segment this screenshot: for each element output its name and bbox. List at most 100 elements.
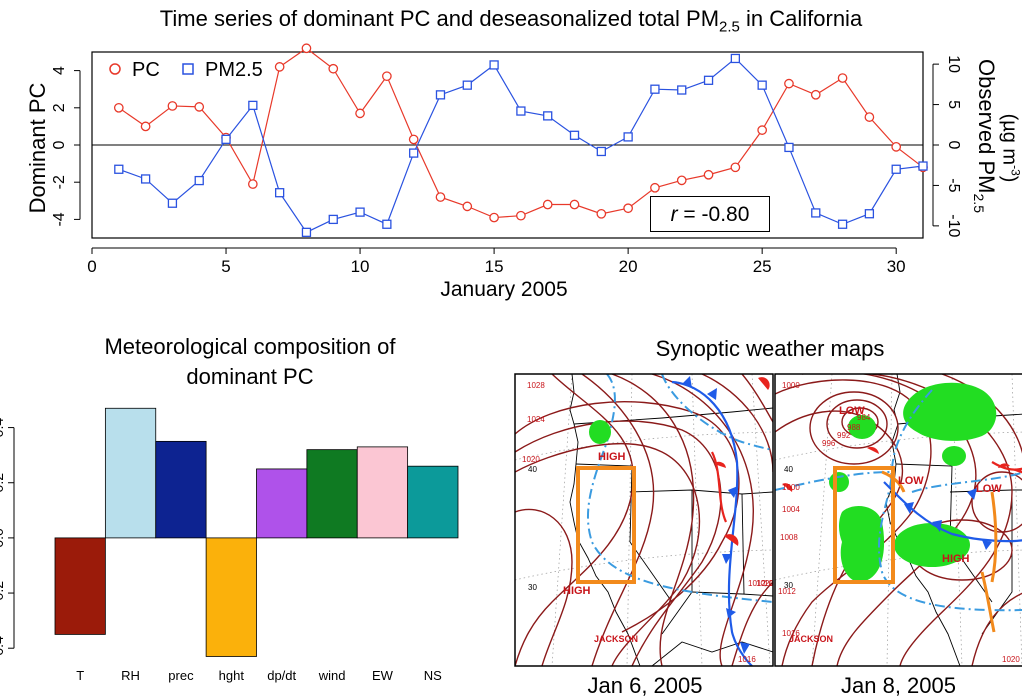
series-pm2-5-point: [864, 209, 875, 219]
series-pc-point: [194, 102, 205, 112]
map2-frame: [774, 373, 1022, 667]
map2-orange-lines: [881, 470, 998, 633]
x-axis-label: January 2005: [440, 278, 568, 301]
series-pm2-5-point: [140, 174, 151, 184]
series-pm2-5-point: [114, 164, 124, 174]
map1-graticule: [515, 374, 773, 666]
series-pm2-5-point: [301, 227, 312, 237]
series-pm2-5-point: [194, 175, 204, 186]
bar-category-label: RH: [121, 668, 140, 683]
series-pm2-5-point: [677, 85, 687, 95]
series-pc-point: [864, 112, 875, 122]
correlation-value: = -0.80: [677, 203, 750, 226]
map1-warm-front: [711, 377, 770, 546]
map2-isobar-1016: 1016: [782, 629, 800, 638]
bar-y-tick-label: 0.4: [0, 418, 6, 438]
series-pm2-5-point: [784, 142, 794, 153]
top-chart-title: Time series of dominant PC and deseasona…: [0, 6, 1022, 35]
series-pm2-5-point: [918, 161, 928, 171]
top-chart-title-tail: in California: [739, 6, 863, 31]
legend-pm-label: PM2.5: [205, 59, 263, 81]
map2-isobar-992: 992: [837, 431, 851, 440]
map2-lat-40: 40: [784, 465, 793, 474]
series-pc-point: [516, 210, 526, 221]
map2-isobar-1008: 1008: [780, 533, 798, 542]
series-pc-point: [891, 142, 902, 152]
series-pc-point: [462, 201, 473, 212]
y-right-tick-label: -10: [945, 214, 962, 237]
map2-labels: LOW LOW LOW HIGH JACKSON 1000 984 988 99…: [778, 381, 1020, 664]
map1-label-high-north: HIGH: [598, 451, 626, 463]
series-pc-point: [810, 89, 821, 100]
y-right-tick-label: 10: [945, 55, 962, 73]
map2-label-low-c: LOW: [976, 483, 1002, 495]
map2-isobar-984: 984: [857, 413, 871, 422]
series-pm2-5-point: [543, 111, 553, 121]
map2-isobar-1012: 1012: [778, 587, 796, 596]
map2-isobar-1000b: 1000: [782, 483, 800, 492]
series-pc-point: [408, 134, 419, 145]
series-pc-point: [167, 101, 178, 111]
y-left-axis-label: Dominant PC: [25, 82, 50, 214]
series-pc-point: [703, 169, 714, 180]
map2-label-high: HIGH: [942, 553, 970, 565]
map1-isobar-1024: 1024: [527, 415, 545, 424]
y-right-tick-label: 0: [945, 141, 962, 150]
bar-prec: [155, 440, 207, 539]
map1-labels: HIGH HIGH JACKSON 1028 1024 1020 40 30 1…: [522, 381, 773, 664]
x-tick-label: 15: [485, 257, 504, 276]
series-pc-point: [382, 71, 392, 82]
series-pc-point: [355, 108, 365, 119]
map1-isobar-1028: 1028: [527, 381, 545, 390]
series-pc-point: [569, 199, 580, 210]
x-tick-label: 20: [619, 257, 638, 276]
bar-chart: -0.4 -0.2 0.0 0.2 0.4 T RH prec hght dp/dt wind EW…: [0, 407, 459, 683]
x-tick-label: 0: [87, 257, 96, 276]
bar-category-label: wind: [318, 668, 346, 683]
series-pm2-5-point: [274, 188, 285, 198]
series-pc-point: [274, 62, 285, 72]
map1-frame: [514, 373, 774, 667]
series-pm2-5-point: [516, 106, 526, 116]
series-pm2-5-point: [221, 134, 231, 144]
series-pc-point: [757, 125, 768, 135]
series-pc-point: [837, 73, 848, 83]
series-pc-point: [328, 63, 339, 74]
legend-pc-label: PC: [132, 59, 160, 81]
y-right-units-close: ): [998, 175, 1021, 183]
series-pm2-5-point: [435, 90, 446, 100]
map2-label-jackson: JACKSON: [789, 634, 833, 644]
bar-category-label: dp/dt: [267, 668, 296, 683]
series-pc-point: [784, 78, 794, 89]
bar-chart-title-line1: Meteorological composition of: [104, 334, 396, 359]
series-pm2-5-point: [382, 219, 392, 229]
correlation-r-symbol: r: [670, 203, 678, 226]
y-right-units-sup: -3: [1008, 165, 1022, 176]
series-pc-point: [140, 121, 151, 132]
series-pc-point: [113, 102, 124, 113]
top-chart-title-sub: 2.5: [719, 18, 740, 36]
y-right-label-main: Observed PM: [974, 59, 1000, 194]
series-pm2-5-point: [757, 80, 767, 90]
bar-y-tick-label: -0.4: [0, 636, 6, 660]
map1-isobar-1016: 1016: [738, 655, 756, 664]
map2-isobar-996: 996: [822, 439, 836, 448]
map1-label-jackson: JACKSON: [594, 634, 638, 644]
series-pc-point: [301, 43, 312, 54]
series-pc-point: [730, 162, 741, 173]
y-right-axis-units: (µg m-3): [998, 114, 1022, 183]
y-right-tick-label: 5: [945, 100, 962, 109]
map1-lat-30: 30: [528, 583, 537, 592]
map2-isobar-1020: 1020: [1002, 655, 1020, 664]
series-pm2-5-point: [837, 219, 848, 229]
series-pm2-5-point: [462, 80, 472, 90]
bar-category-label: EW: [372, 668, 394, 683]
y-left-tick-label: 4: [51, 66, 68, 75]
y-right-axis-label: Observed PM2.5: [971, 59, 999, 213]
map1-label-high-south: HIGH: [563, 585, 591, 597]
map2-isobar-988: 988: [847, 423, 861, 432]
maps-title: Synoptic weather maps: [655, 336, 885, 361]
series-pm2-5-point: [167, 198, 178, 208]
weather-map-jan8: LOW LOW LOW HIGH JACKSON 1000 984 988 99…: [775, 374, 1022, 666]
map2-label-low-b: LOW: [898, 475, 924, 487]
